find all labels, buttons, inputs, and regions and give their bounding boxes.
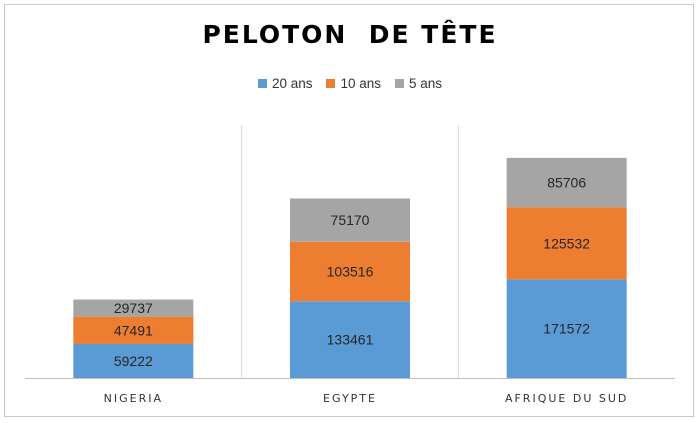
- data-label-5-ans-nigeria: 29737: [114, 300, 153, 316]
- bar-20-ans-egypte: [290, 301, 410, 378]
- category-label-nigeria: NIGERIA: [104, 392, 163, 405]
- data-label-20-ans-egypte: 133461: [327, 332, 374, 348]
- data-label-20-ans-afrique-du-sud: 171572: [543, 321, 590, 337]
- chart-title: PELOTON DE TÊTE: [202, 20, 498, 49]
- bar-10-ans-afrique-du-sud: [506, 207, 627, 280]
- legend-swatch-20-ans: [257, 79, 267, 88]
- bar-10-ans-egypte: [290, 241, 410, 302]
- legend-item-20-ans: 20 ans: [257, 76, 313, 91]
- legend-item-10-ans: 10 ans: [326, 76, 381, 91]
- category-label-egypte: EGYPTE: [323, 392, 377, 405]
- data-label-10-ans-nigeria: 47491: [114, 322, 153, 338]
- bar-20-ans-afrique-du-sud: [506, 279, 627, 378]
- bar-5-ans-egypte: [290, 198, 410, 242]
- legend-label-20-ans: 20 ans: [271, 76, 313, 91]
- legend-item-5-ans: 5 ans: [395, 76, 442, 91]
- data-label-5-ans-egypte: 75170: [331, 212, 370, 228]
- data-label-10-ans-egypte: 103516: [327, 263, 374, 279]
- data-label-10-ans-afrique-du-sud: 125532: [543, 235, 590, 251]
- legend-label-5-ans: 5 ans: [409, 76, 443, 91]
- legend-swatch-5-ans: [395, 79, 405, 88]
- bar-20-ans-nigeria: [73, 343, 194, 378]
- category-label-afrique-du-sud: AFRIQUE DU SUD: [505, 392, 628, 405]
- data-label-5-ans-afrique-du-sud: 85706: [547, 175, 586, 191]
- bar-10-ans-nigeria: [73, 316, 194, 344]
- legend-label-10-ans: 10 ans: [340, 76, 382, 91]
- bar-5-ans-afrique-du-sud: [506, 157, 627, 208]
- chart-legend: 20 ans 10 ans 5 ans: [0, 76, 700, 91]
- data-label-20-ans-nigeria: 59222: [114, 353, 153, 369]
- bar-5-ans-nigeria: [73, 299, 194, 317]
- legend-swatch-10-ans: [326, 79, 336, 88]
